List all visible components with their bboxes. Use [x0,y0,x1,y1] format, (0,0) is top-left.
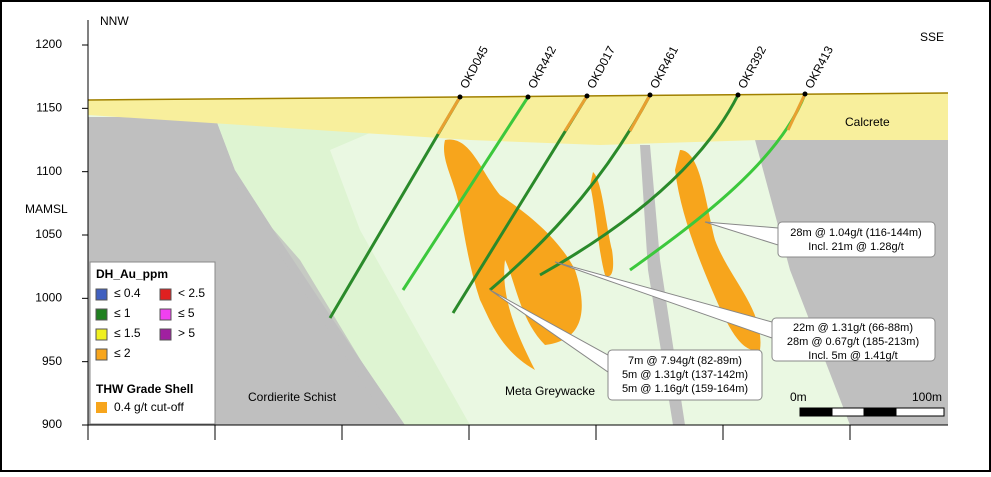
y-tick-label: 900 [42,417,62,431]
callout-text: Incl. 21m @ 1.28g/t [808,241,904,253]
legend-swatch [95,348,108,361]
legend-entry: ≤ 5 [178,306,195,320]
legend-swatch [95,288,108,301]
y-tick-label: 950 [42,354,62,368]
legend-entry: ≤ 2 [114,346,131,360]
legend-swatch [159,328,172,341]
legend-swatch [159,308,172,321]
callout-text: 7m @ 7.94g/t (82-89m) [628,355,742,367]
legend-title: DH_Au_ppm [96,267,168,281]
legend-swatch [159,288,172,301]
scale-bar [799,407,945,417]
y-tick-label: 1100 [36,164,62,178]
callout-text: 5m @ 1.31g/t (137-142m) [622,369,748,381]
geology [87,92,949,425]
callout-text: Incl. 5m @ 1.41g/t [808,350,897,362]
sse: SSE [920,30,944,44]
nnw: NNW [100,14,129,28]
y-tick-label: 1200 [35,37,62,51]
scale-start: 0m [790,390,807,404]
x-ticks [87,425,851,440]
callout-text: 5m @ 1.16g/t (159-164m) [622,383,748,395]
callout-text: 28m @ 1.04g/t (116-144m) [790,227,921,239]
shell-title: THW Grade Shell [96,382,193,396]
calcrete: Calcrete [845,115,890,129]
callouts [489,221,936,401]
legend-entry: > 5 [178,326,195,340]
legend-swatch [95,308,108,321]
legend-entry: ≤ 1.5 [114,326,141,340]
y-tick-label: 1000 [35,291,62,305]
legend-swatch [95,328,108,341]
scale-end: 100m [912,390,942,404]
y-tick-label: 1150 [36,101,62,115]
y-tick-label: 1050 [35,227,62,241]
callout-text: 22m @ 1.31g/t (66-88m) [793,322,913,334]
callout-text: 28m @ 0.67g/t (185-213m) [787,336,919,348]
axis-label: MAMSL [25,202,68,216]
legend-entry: < 2.5 [178,286,205,300]
legend-entry: ≤ 0.4 [114,286,141,300]
drillholes [328,91,808,319]
legend-entry: ≤ 1 [114,306,131,320]
schist: Cordierite Schist [248,390,337,404]
legend: DH_Au_ppm ≤ 0.4 < 2.5 ≤ 1 ≤ 5 ≤ 1.5 > 5 ≤ 2 TH… [89,261,216,425]
greywacke: Meta Greywacke [505,384,595,398]
shell-entry: 0.4 g/t cut-off [114,400,184,414]
